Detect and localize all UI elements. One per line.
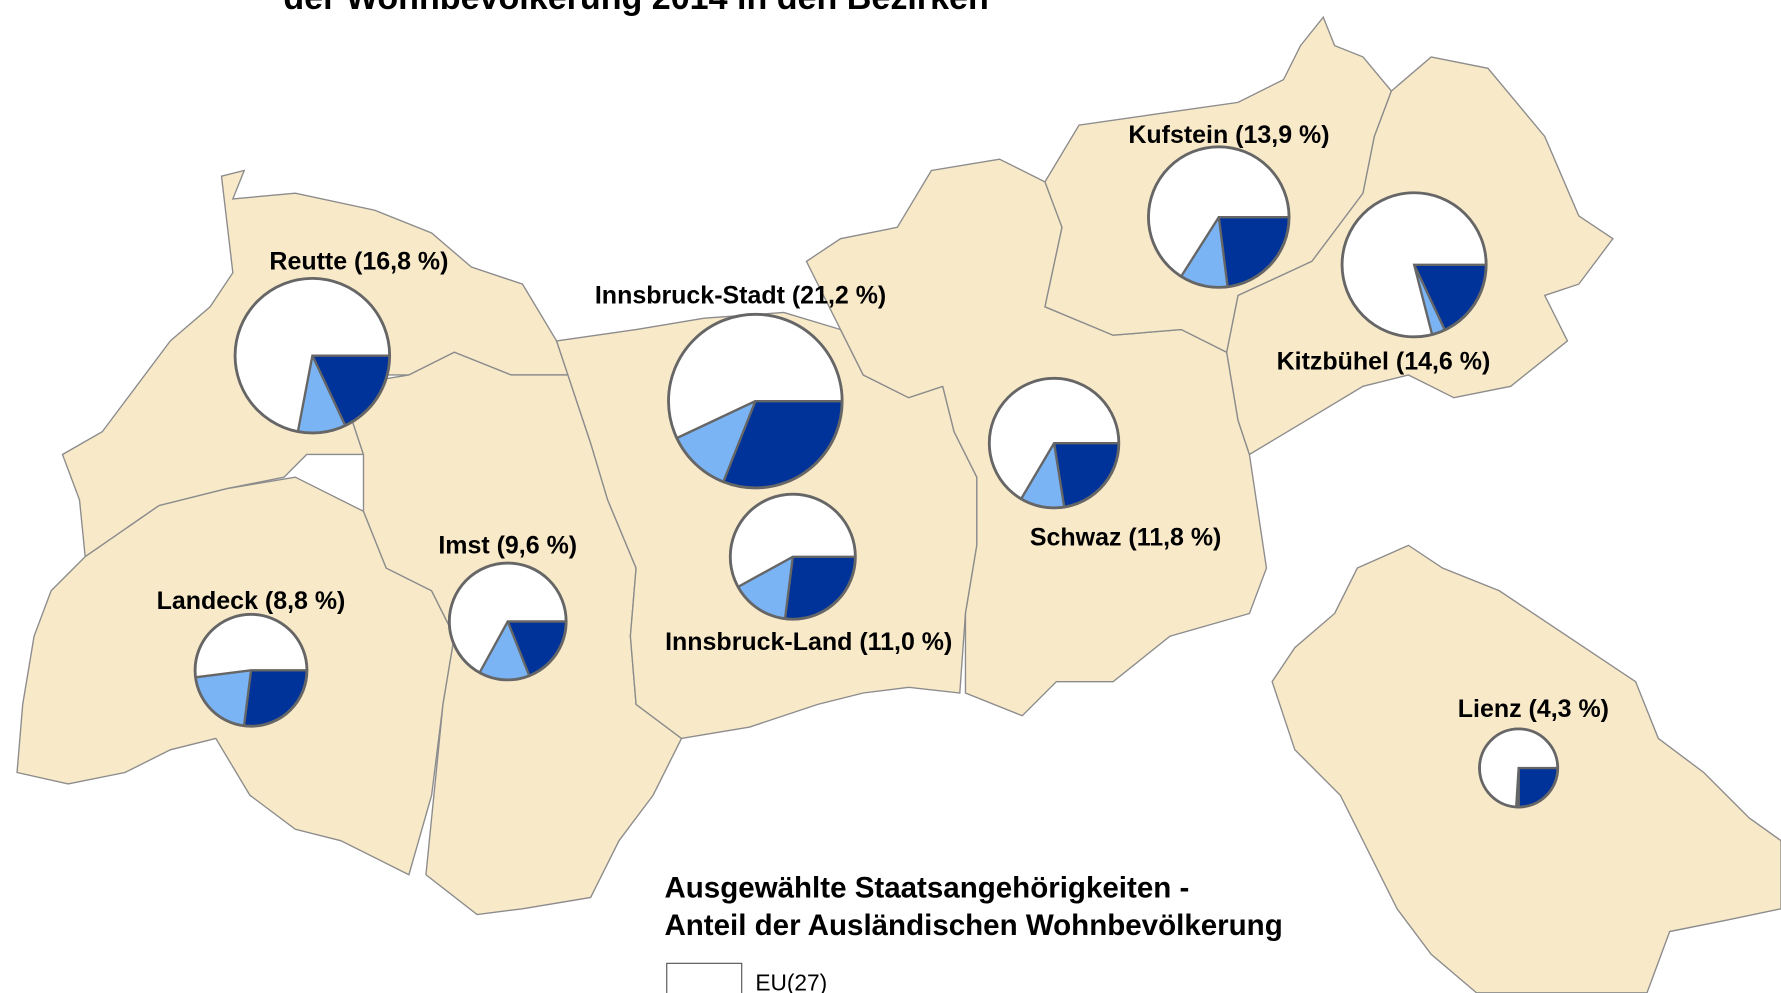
pie-outline [667,312,844,490]
pie-outline [447,561,568,682]
district-label: Imst (9,6 %) [438,531,577,559]
pie-outline [1147,145,1291,289]
legend-label: EU(27) [755,970,827,993]
district-label: Innsbruck-Stadt (21,2 %) [595,281,886,309]
pie-outline [1340,191,1488,339]
district-label: Landeck (8,8 %) [157,587,346,615]
district-label: Innsbruck-Land (11,0 %) [665,628,952,656]
district-label: Kufstein (13,9 %) [1128,121,1329,149]
district-label: Lienz (4,3 %) [1458,695,1609,723]
pie-outline [193,612,309,728]
legend-title: Anteil der Ausländischen Wohnbevölkerung [664,909,1282,942]
district-label: Kitzbühel (14,6 %) [1277,347,1491,375]
legend-swatch [666,962,743,993]
pie-outline [728,492,857,621]
map-title: der Wohnbevölkerung 2014 in den Bezirken [283,0,988,17]
pie-outline [1478,727,1560,809]
regions [16,15,1781,993]
district-label: Schwaz (11,8 %) [1030,523,1222,551]
pie-outline [233,276,392,435]
pie-outline [987,376,1121,510]
legend-title: Ausgewählte Staatsangehörigkeiten - [664,871,1189,904]
district-label: Reutte (16,8 %) [269,247,448,275]
